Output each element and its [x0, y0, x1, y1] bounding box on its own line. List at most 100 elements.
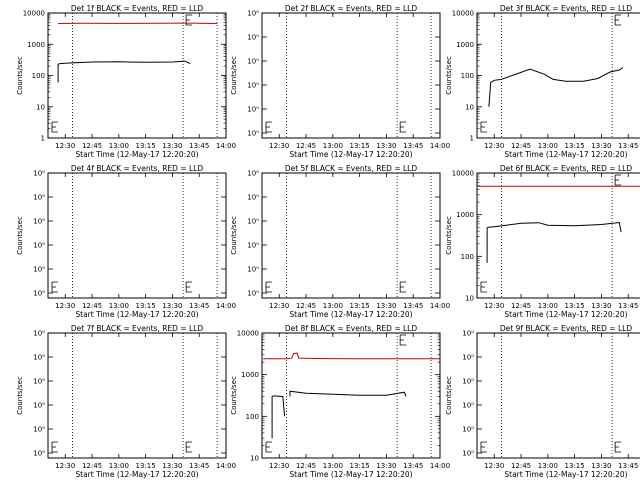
x-tick-label: 13:45 — [618, 302, 638, 310]
y-axis-label: Counts/sec — [445, 56, 453, 95]
corner-glyph-right — [185, 441, 193, 453]
y-axis-label: Counts/sec — [16, 376, 24, 415]
x-tick-label: 12:30 — [55, 142, 75, 150]
y-tick-label: 100 — [32, 72, 45, 80]
y-tick-label: 1000 — [241, 371, 259, 379]
y-tick-label: 10⁰ — [33, 170, 45, 178]
y-axis-label: Counts/sec — [16, 56, 24, 95]
y-tick-label: 10⁰ — [247, 290, 259, 298]
x-tick-label: 14:00 — [216, 462, 236, 470]
x-tick-label: 13:00 — [323, 302, 343, 310]
x-tick-label: 14:00 — [216, 302, 236, 310]
x-tick-label: 12:45 — [296, 462, 316, 470]
x-tick-label: 13:15 — [350, 462, 370, 470]
x-tick-label: 14:00 — [216, 142, 236, 150]
y-axis-label: Counts/sec — [230, 56, 238, 95]
plot-frame — [476, 172, 640, 299]
chart-title: Det 1f BLACK = Events, RED = LLD — [71, 4, 204, 13]
x-tick-label: 12:45 — [296, 142, 316, 150]
chart-panel-3: Det 3f BLACK = Events, RED = LLD 12:30 12:… — [445, 4, 640, 159]
x-tick-label: 13:15 — [136, 462, 156, 470]
y-tick-label: 10⁰ — [247, 58, 259, 66]
x-tick-label: 13:30 — [376, 142, 396, 150]
chart-title: Det 9f BLACK = Events, RED = LLD — [500, 324, 633, 333]
chart-panel-5: Det 5f BLACK = Events, RED = LLD 12:30 12:… — [230, 164, 450, 319]
y-axis-label: Counts/sec — [445, 376, 453, 415]
x-tick-label: 12:30 — [484, 462, 504, 470]
x-tick-label: 13:45 — [189, 142, 209, 150]
x-tick-label: 13:15 — [350, 302, 370, 310]
x-tick-label: 13:00 — [109, 462, 129, 470]
x-axis-label: Start Time (12-May-17 12:20:20) — [75, 150, 198, 159]
events-series-line — [289, 390, 407, 397]
y-tick-label: 10⁰ — [33, 266, 45, 274]
y-tick-label: 10⁰ — [462, 354, 474, 362]
chart-title: Det 6f BLACK = Events, RED = LLD — [500, 164, 633, 173]
y-tick-label: 10⁰ — [33, 378, 45, 386]
corner-glyph-left — [265, 121, 272, 133]
x-axis-label: Start Time (12-May-17 12:20:20) — [75, 310, 198, 319]
y-tick-label: 10⁰ — [247, 194, 259, 202]
x-tick-label: 13:15 — [565, 142, 585, 150]
corner-glyph-left — [265, 441, 272, 453]
x-tick-label: 12:30 — [55, 462, 75, 470]
chart-title: Det 4f BLACK = Events, RED = LLD — [71, 164, 204, 173]
y-tick-label: 10⁰ — [247, 170, 259, 178]
y-tick-label: 10⁰ — [247, 242, 259, 250]
x-axis-label: Start Time (12-May-17 12:20:20) — [75, 470, 198, 479]
corner-glyph-right — [185, 281, 193, 293]
y-tick-label: 10 — [465, 295, 474, 303]
x-axis-label: Start Time (12-May-17 12:20:20) — [504, 310, 627, 319]
y-tick-label: 10⁰ — [33, 242, 45, 250]
y-tick-label: 10000 — [452, 170, 474, 178]
x-tick-label: 13:30 — [376, 302, 396, 310]
corner-glyph-left — [480, 281, 487, 293]
y-tick-label: 10⁰ — [33, 330, 45, 338]
y-tick-label: 10000 — [237, 330, 259, 338]
y-tick-label: 10 — [465, 103, 474, 111]
x-axis-label: Start Time (12-May-17 12:20:20) — [504, 150, 627, 159]
plot-frame — [476, 332, 640, 459]
events-series-line — [488, 67, 624, 107]
y-tick-label: 10⁰ — [33, 450, 45, 458]
x-tick-label: 13:30 — [591, 142, 611, 150]
y-tick-label: 10⁰ — [247, 10, 259, 18]
y-tick-label: 10⁰ — [33, 402, 45, 410]
y-tick-label: 10⁰ — [33, 426, 45, 434]
x-tick-label: 13:00 — [109, 142, 129, 150]
x-tick-label: 12:45 — [511, 462, 531, 470]
chart-panel-6: Det 6f BLACK = Events, RED = LLD 12:30 12:… — [445, 164, 640, 319]
y-tick-label: 1 — [41, 135, 45, 143]
corner-glyph-right — [185, 14, 193, 26]
y-tick-label: 10⁰ — [462, 402, 474, 410]
y-tick-label: 10⁰ — [33, 290, 45, 298]
y-axis-label: Counts/sec — [230, 216, 238, 255]
x-tick-label: 13:45 — [403, 142, 423, 150]
x-tick-label: 13:00 — [538, 142, 558, 150]
x-tick-label: 14:00 — [430, 142, 450, 150]
x-tick-label: 13:00 — [109, 302, 129, 310]
x-tick-label: 12:45 — [296, 302, 316, 310]
x-axis-label: Start Time (12-May-17 12:20:20) — [289, 310, 412, 319]
x-tick-label: 12:45 — [82, 462, 102, 470]
y-tick-label: 10 — [36, 103, 45, 111]
x-tick-label: 12:30 — [55, 302, 75, 310]
chart-title: Det 2f BLACK = Events, RED = LLD — [285, 4, 418, 13]
x-tick-label: 13:30 — [591, 302, 611, 310]
x-tick-label: 13:45 — [618, 142, 638, 150]
y-tick-label: 10⁰ — [247, 266, 259, 274]
corner-glyph-left — [480, 441, 487, 453]
x-tick-label: 12:30 — [269, 302, 289, 310]
x-tick-label: 14:00 — [430, 462, 450, 470]
y-tick-label: 10⁰ — [33, 194, 45, 202]
x-tick-label: 12:45 — [511, 302, 531, 310]
x-tick-label: 13:00 — [323, 462, 343, 470]
chart-panel-1: Det 1f BLACK = Events, RED = LLD 12:30 12:… — [16, 4, 236, 159]
x-tick-label: 13:15 — [565, 462, 585, 470]
y-tick-label: 10000 — [452, 10, 474, 18]
plot-frame — [261, 12, 441, 139]
chart-panel-4: Det 4f BLACK = Events, RED = LLD 12:30 12:… — [16, 164, 236, 319]
corner-glyph-right — [399, 121, 407, 133]
y-tick-label: 10⁰ — [462, 450, 474, 458]
corner-glyph-left — [480, 121, 487, 133]
